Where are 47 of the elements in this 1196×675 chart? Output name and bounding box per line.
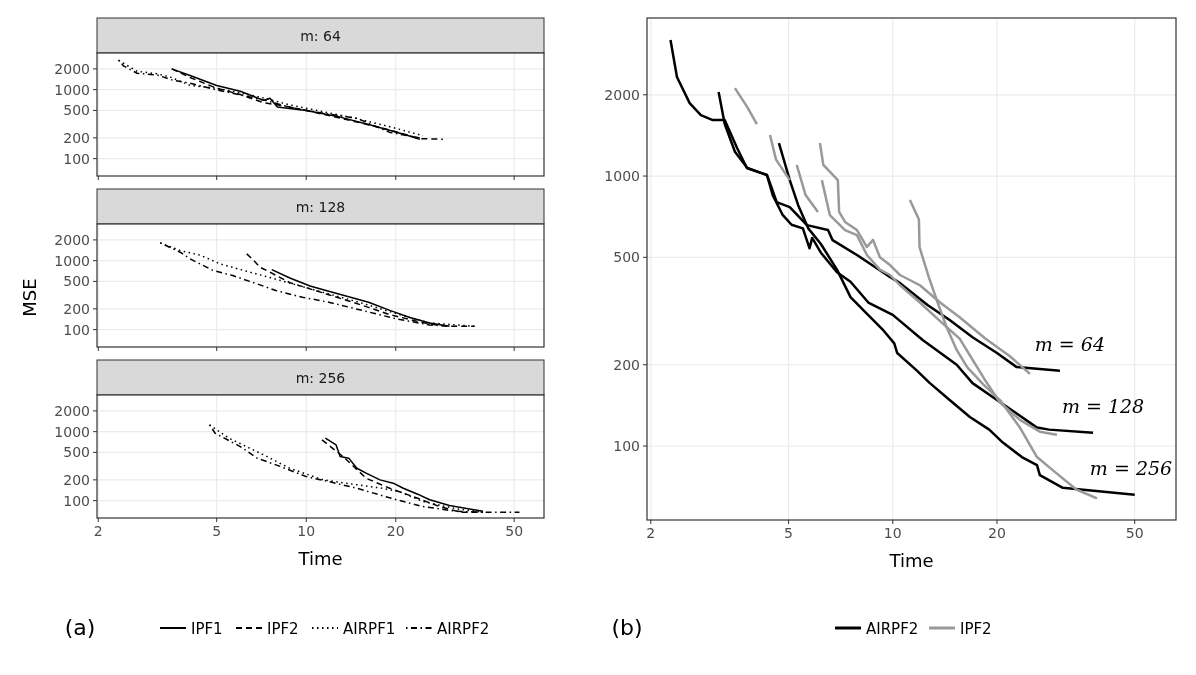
annotation: m = 128 [1061, 394, 1145, 417]
y-tick-label: 1000 [54, 252, 90, 269]
y-axis-title: MSE [19, 278, 40, 317]
x-tick-label: 2 [646, 525, 656, 541]
y-tick-label: 200 [613, 356, 640, 373]
y-tick-label: 100 [63, 150, 90, 167]
chart-title: m: 256 [295, 369, 346, 386]
x-tick-label: 10 [297, 523, 316, 539]
y-tick-label: 500 [613, 249, 640, 266]
x-tick-label: 50 [1125, 525, 1144, 541]
y-tick-label: 500 [63, 444, 90, 461]
x-tick-label: 10 [883, 525, 902, 541]
y-tick-label: 1000 [604, 168, 640, 185]
y-tick-label: 100 [613, 438, 640, 455]
y-tick-label: 1000 [54, 423, 90, 440]
legend-label: IPF1 [191, 620, 223, 638]
x-tick-label: 20 [988, 525, 1006, 541]
legend-label: AIRPF2 [866, 620, 919, 638]
chart-title: m: 64 [300, 27, 341, 44]
x-tick-label: 20 [386, 523, 405, 539]
text: (b) [611, 615, 643, 640]
legend-label: AIRPF1 [343, 620, 396, 638]
chart-title: m: 128 [295, 198, 346, 215]
x-tick-label: 2 [93, 523, 103, 539]
x-axis-title: Time [297, 548, 343, 569]
y-tick-label: 1000 [54, 81, 90, 98]
y-tick-label: 200 [63, 129, 90, 146]
y-tick-label: 200 [63, 471, 90, 488]
x-axis-title: Time [888, 550, 934, 571]
y-tick-label: 500 [63, 273, 90, 290]
y-tick-label: 2000 [54, 231, 90, 248]
annotation: m = 256 [1089, 456, 1173, 479]
y-tick-label: 200 [63, 300, 90, 317]
legend-label: AIRPF2 [437, 620, 490, 638]
text: (a) [64, 615, 96, 640]
annotation: m = 64 [1034, 332, 1106, 355]
y-tick-label: 2000 [54, 60, 90, 77]
legend-label: IPF2 [960, 620, 992, 638]
y-tick-label: 2000 [54, 402, 90, 419]
y-tick-label: 100 [63, 321, 90, 338]
x-tick-label: 50 [505, 523, 524, 539]
legend-label: IPF2 [267, 620, 299, 638]
x-tick-label: 5 [784, 525, 794, 541]
y-tick-label: 100 [63, 492, 90, 509]
y-tick-label: 500 [63, 102, 90, 119]
x-tick-label: 5 [212, 523, 222, 539]
y-tick-label: 2000 [604, 86, 640, 103]
